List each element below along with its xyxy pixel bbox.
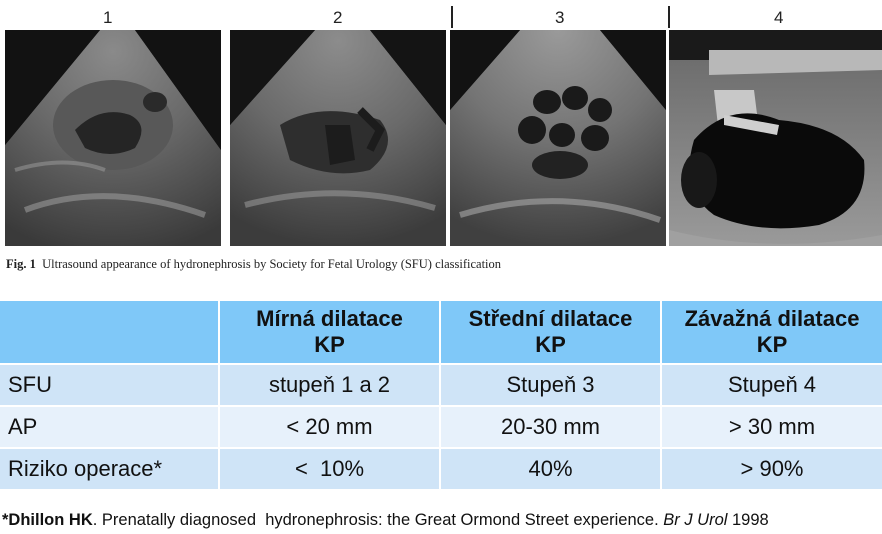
- header-line: KP: [314, 332, 345, 357]
- panel-number-3: 3: [555, 8, 565, 27]
- ultrasound-image-2: [230, 30, 446, 246]
- ultrasound-image-4: [669, 30, 882, 246]
- citation-title: . Prenatally diagnosed hydronephrosis: t…: [92, 511, 664, 529]
- header-severe-dilatation: Závažná dilatace KP: [661, 301, 882, 365]
- row-label: SFU: [0, 364, 220, 407]
- citation-author: *Dhillon HK: [2, 511, 93, 529]
- figure-caption-label: Fig. 1: [6, 257, 36, 271]
- table-header-row: Mírná dilatace KP Střední dilatace KP Záva…: [0, 301, 882, 365]
- panel-number-4: 4: [774, 8, 784, 27]
- table-cell: 40%: [440, 448, 662, 491]
- table-cell: Stupeň 3: [440, 364, 662, 407]
- header-cell-empty: [0, 301, 220, 365]
- header-line: KP: [756, 332, 788, 357]
- panel-number-2: 2: [333, 8, 343, 27]
- figure-caption-text: Ultrasound appearance of hydronephrosis …: [42, 257, 502, 271]
- header-mild-dilatation: Mírná dilatace KP: [219, 301, 441, 365]
- table-cell: stupeň 1 a 2: [219, 364, 441, 407]
- table-cell: 20-30 mm: [440, 406, 662, 449]
- table-row-ap: AP < 20 mm 20-30 mm > 30 mm: [0, 406, 882, 449]
- table-row-sfu: SFU stupeň 1 a 2 Stupeň 3 Stupeň 4: [0, 364, 882, 407]
- citation: *Dhillon HK. Prenatally diagnosed hydron…: [2, 511, 769, 530]
- divider-tick: [451, 6, 453, 28]
- panel-number-1: 1: [103, 8, 113, 27]
- row-label: Riziko operace*: [0, 448, 220, 491]
- citation-journal: Br J Urol: [663, 511, 728, 529]
- header-line: Závažná dilatace: [684, 306, 860, 331]
- citation-year: 1998: [727, 511, 769, 529]
- figure-caption: Fig. 1 Ultrasound appearance of hydronep…: [6, 257, 501, 272]
- divider-tick: [668, 6, 670, 28]
- header-line: KP: [535, 332, 566, 357]
- table-cell: Stupeň 4: [661, 364, 882, 407]
- ultrasound-image-1: [5, 30, 221, 246]
- header-line: Mírná dilatace: [256, 306, 403, 331]
- table-cell: > 30 mm: [661, 406, 882, 449]
- table-cell: > 90%: [661, 448, 882, 491]
- table-row-surgery-risk: Riziko operace* < 10% 40% > 90%: [0, 448, 882, 491]
- table-cell: < 20 mm: [219, 406, 441, 449]
- sfu-classification-table: Mírná dilatace KP Střední dilatace KP Záva…: [0, 301, 882, 491]
- header-moderate-dilatation: Střední dilatace KP: [440, 301, 662, 365]
- row-label: AP: [0, 406, 220, 449]
- header-line: Střední dilatace: [468, 306, 633, 331]
- table-cell: < 10%: [219, 448, 441, 491]
- ultrasound-image-3: [450, 30, 666, 246]
